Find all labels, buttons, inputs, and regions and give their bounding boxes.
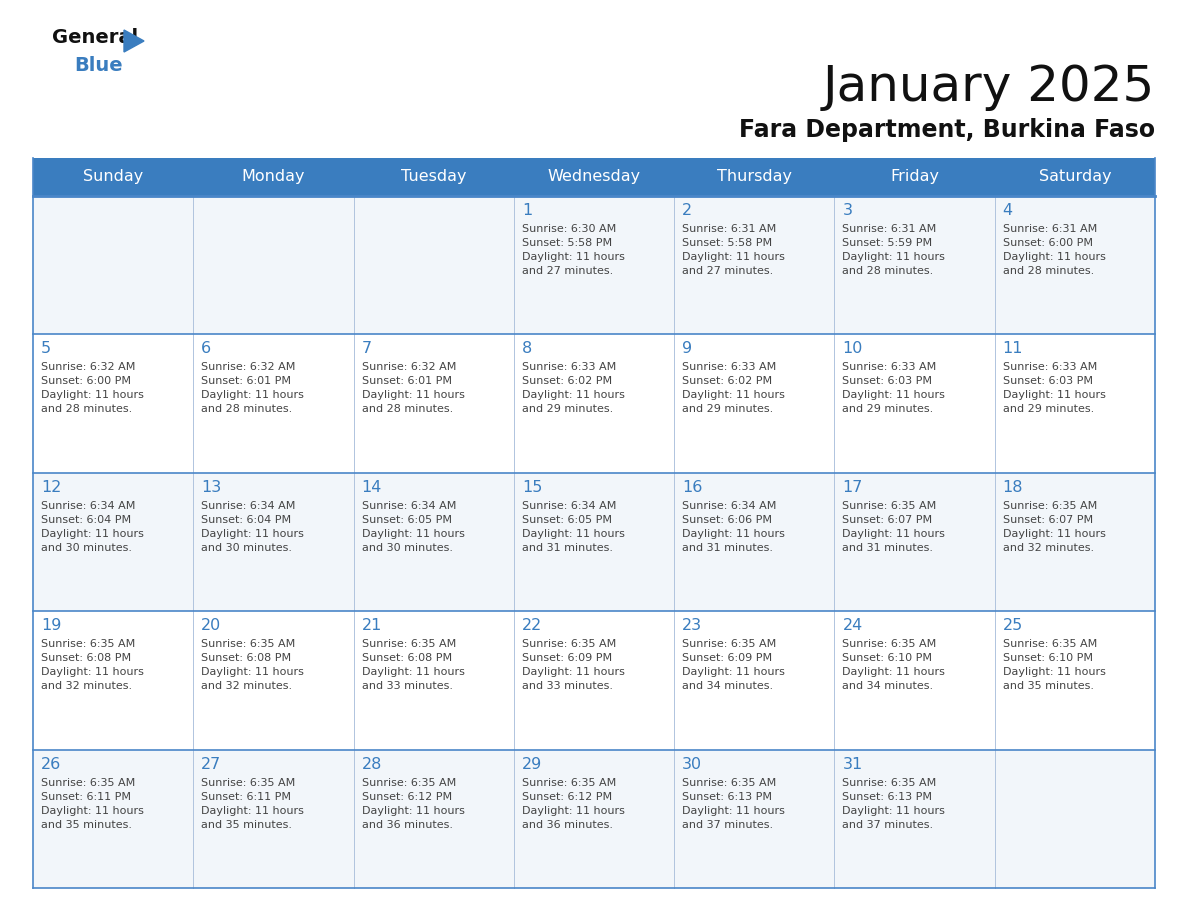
Text: Sunrise: 6:35 AM
Sunset: 6:12 PM
Daylight: 11 hours
and 36 minutes.: Sunrise: 6:35 AM Sunset: 6:12 PM Dayligh… bbox=[361, 778, 465, 830]
Text: Sunrise: 6:35 AM
Sunset: 6:09 PM
Daylight: 11 hours
and 34 minutes.: Sunrise: 6:35 AM Sunset: 6:09 PM Dayligh… bbox=[682, 639, 785, 691]
Text: Fara Department, Burkina Faso: Fara Department, Burkina Faso bbox=[739, 118, 1155, 142]
Text: Sunrise: 6:32 AM
Sunset: 6:01 PM
Daylight: 11 hours
and 28 minutes.: Sunrise: 6:32 AM Sunset: 6:01 PM Dayligh… bbox=[201, 363, 304, 414]
Text: Tuesday: Tuesday bbox=[402, 170, 467, 185]
Text: Sunrise: 6:31 AM
Sunset: 5:58 PM
Daylight: 11 hours
and 27 minutes.: Sunrise: 6:31 AM Sunset: 5:58 PM Dayligh… bbox=[682, 224, 785, 276]
Text: 1: 1 bbox=[522, 203, 532, 218]
Text: 16: 16 bbox=[682, 480, 702, 495]
Text: 30: 30 bbox=[682, 756, 702, 772]
Text: 15: 15 bbox=[522, 480, 542, 495]
Text: 18: 18 bbox=[1003, 480, 1023, 495]
Text: Sunrise: 6:33 AM
Sunset: 6:03 PM
Daylight: 11 hours
and 29 minutes.: Sunrise: 6:33 AM Sunset: 6:03 PM Dayligh… bbox=[1003, 363, 1106, 414]
Text: Sunrise: 6:35 AM
Sunset: 6:10 PM
Daylight: 11 hours
and 34 minutes.: Sunrise: 6:35 AM Sunset: 6:10 PM Dayligh… bbox=[842, 639, 946, 691]
Text: Sunrise: 6:35 AM
Sunset: 6:12 PM
Daylight: 11 hours
and 36 minutes.: Sunrise: 6:35 AM Sunset: 6:12 PM Dayligh… bbox=[522, 778, 625, 830]
Text: Monday: Monday bbox=[241, 170, 305, 185]
Text: Sunday: Sunday bbox=[83, 170, 144, 185]
Text: 26: 26 bbox=[42, 756, 62, 772]
Text: Sunrise: 6:34 AM
Sunset: 6:06 PM
Daylight: 11 hours
and 31 minutes.: Sunrise: 6:34 AM Sunset: 6:06 PM Dayligh… bbox=[682, 501, 785, 553]
Text: 14: 14 bbox=[361, 480, 383, 495]
Text: Friday: Friday bbox=[890, 170, 939, 185]
Text: 17: 17 bbox=[842, 480, 862, 495]
Text: Sunrise: 6:31 AM
Sunset: 6:00 PM
Daylight: 11 hours
and 28 minutes.: Sunrise: 6:31 AM Sunset: 6:00 PM Dayligh… bbox=[1003, 224, 1106, 276]
Polygon shape bbox=[124, 30, 144, 52]
Text: 11: 11 bbox=[1003, 341, 1023, 356]
Text: Sunrise: 6:34 AM
Sunset: 6:04 PM
Daylight: 11 hours
and 30 minutes.: Sunrise: 6:34 AM Sunset: 6:04 PM Dayligh… bbox=[201, 501, 304, 553]
Text: Sunrise: 6:32 AM
Sunset: 6:00 PM
Daylight: 11 hours
and 28 minutes.: Sunrise: 6:32 AM Sunset: 6:00 PM Dayligh… bbox=[42, 363, 144, 414]
Text: 25: 25 bbox=[1003, 618, 1023, 633]
Text: Sunrise: 6:35 AM
Sunset: 6:11 PM
Daylight: 11 hours
and 35 minutes.: Sunrise: 6:35 AM Sunset: 6:11 PM Dayligh… bbox=[42, 778, 144, 830]
Text: Saturday: Saturday bbox=[1038, 170, 1111, 185]
Text: 19: 19 bbox=[42, 618, 62, 633]
Text: 31: 31 bbox=[842, 756, 862, 772]
Text: 4: 4 bbox=[1003, 203, 1013, 218]
Text: 2: 2 bbox=[682, 203, 693, 218]
Text: Sunrise: 6:34 AM
Sunset: 6:05 PM
Daylight: 11 hours
and 31 minutes.: Sunrise: 6:34 AM Sunset: 6:05 PM Dayligh… bbox=[522, 501, 625, 553]
Text: Sunrise: 6:35 AM
Sunset: 6:07 PM
Daylight: 11 hours
and 32 minutes.: Sunrise: 6:35 AM Sunset: 6:07 PM Dayligh… bbox=[1003, 501, 1106, 553]
Text: January 2025: January 2025 bbox=[823, 63, 1155, 111]
Text: Sunrise: 6:35 AM
Sunset: 6:13 PM
Daylight: 11 hours
and 37 minutes.: Sunrise: 6:35 AM Sunset: 6:13 PM Dayligh… bbox=[682, 778, 785, 830]
Text: Sunrise: 6:31 AM
Sunset: 5:59 PM
Daylight: 11 hours
and 28 minutes.: Sunrise: 6:31 AM Sunset: 5:59 PM Dayligh… bbox=[842, 224, 946, 276]
Text: Sunrise: 6:35 AM
Sunset: 6:13 PM
Daylight: 11 hours
and 37 minutes.: Sunrise: 6:35 AM Sunset: 6:13 PM Dayligh… bbox=[842, 778, 946, 830]
Text: 6: 6 bbox=[201, 341, 211, 356]
Text: Sunrise: 6:35 AM
Sunset: 6:10 PM
Daylight: 11 hours
and 35 minutes.: Sunrise: 6:35 AM Sunset: 6:10 PM Dayligh… bbox=[1003, 639, 1106, 691]
Text: 27: 27 bbox=[201, 756, 221, 772]
Text: 7: 7 bbox=[361, 341, 372, 356]
Bar bbox=[33, 334, 1155, 473]
Text: Sunrise: 6:33 AM
Sunset: 6:03 PM
Daylight: 11 hours
and 29 minutes.: Sunrise: 6:33 AM Sunset: 6:03 PM Dayligh… bbox=[842, 363, 946, 414]
Bar bbox=[33, 611, 1155, 750]
Text: Sunrise: 6:30 AM
Sunset: 5:58 PM
Daylight: 11 hours
and 27 minutes.: Sunrise: 6:30 AM Sunset: 5:58 PM Dayligh… bbox=[522, 224, 625, 276]
Text: Sunrise: 6:35 AM
Sunset: 6:08 PM
Daylight: 11 hours
and 32 minutes.: Sunrise: 6:35 AM Sunset: 6:08 PM Dayligh… bbox=[201, 639, 304, 691]
Text: 13: 13 bbox=[201, 480, 221, 495]
Text: General: General bbox=[52, 28, 138, 47]
Text: Sunrise: 6:33 AM
Sunset: 6:02 PM
Daylight: 11 hours
and 29 minutes.: Sunrise: 6:33 AM Sunset: 6:02 PM Dayligh… bbox=[682, 363, 785, 414]
Text: 28: 28 bbox=[361, 756, 383, 772]
Text: 3: 3 bbox=[842, 203, 853, 218]
Text: Wednesday: Wednesday bbox=[548, 170, 640, 185]
Text: Thursday: Thursday bbox=[716, 170, 791, 185]
Text: 23: 23 bbox=[682, 618, 702, 633]
Text: 5: 5 bbox=[42, 341, 51, 356]
Text: 24: 24 bbox=[842, 618, 862, 633]
Text: 29: 29 bbox=[522, 756, 542, 772]
Bar bbox=[33, 473, 1155, 611]
Text: Blue: Blue bbox=[74, 56, 122, 75]
Text: Sunrise: 6:32 AM
Sunset: 6:01 PM
Daylight: 11 hours
and 28 minutes.: Sunrise: 6:32 AM Sunset: 6:01 PM Dayligh… bbox=[361, 363, 465, 414]
Text: 22: 22 bbox=[522, 618, 542, 633]
Text: Sunrise: 6:35 AM
Sunset: 6:11 PM
Daylight: 11 hours
and 35 minutes.: Sunrise: 6:35 AM Sunset: 6:11 PM Dayligh… bbox=[201, 778, 304, 830]
Text: Sunrise: 6:35 AM
Sunset: 6:09 PM
Daylight: 11 hours
and 33 minutes.: Sunrise: 6:35 AM Sunset: 6:09 PM Dayligh… bbox=[522, 639, 625, 691]
Text: 10: 10 bbox=[842, 341, 862, 356]
Text: 20: 20 bbox=[201, 618, 221, 633]
Text: Sunrise: 6:35 AM
Sunset: 6:07 PM
Daylight: 11 hours
and 31 minutes.: Sunrise: 6:35 AM Sunset: 6:07 PM Dayligh… bbox=[842, 501, 946, 553]
Text: Sunrise: 6:35 AM
Sunset: 6:08 PM
Daylight: 11 hours
and 32 minutes.: Sunrise: 6:35 AM Sunset: 6:08 PM Dayligh… bbox=[42, 639, 144, 691]
Text: Sunrise: 6:34 AM
Sunset: 6:04 PM
Daylight: 11 hours
and 30 minutes.: Sunrise: 6:34 AM Sunset: 6:04 PM Dayligh… bbox=[42, 501, 144, 553]
Text: Sunrise: 6:35 AM
Sunset: 6:08 PM
Daylight: 11 hours
and 33 minutes.: Sunrise: 6:35 AM Sunset: 6:08 PM Dayligh… bbox=[361, 639, 465, 691]
Text: Sunrise: 6:34 AM
Sunset: 6:05 PM
Daylight: 11 hours
and 30 minutes.: Sunrise: 6:34 AM Sunset: 6:05 PM Dayligh… bbox=[361, 501, 465, 553]
Text: 8: 8 bbox=[522, 341, 532, 356]
Text: 21: 21 bbox=[361, 618, 383, 633]
Bar bbox=[33, 158, 1155, 196]
Bar bbox=[33, 750, 1155, 888]
Text: Sunrise: 6:33 AM
Sunset: 6:02 PM
Daylight: 11 hours
and 29 minutes.: Sunrise: 6:33 AM Sunset: 6:02 PM Dayligh… bbox=[522, 363, 625, 414]
Bar bbox=[33, 196, 1155, 334]
Text: 12: 12 bbox=[42, 480, 62, 495]
Text: 9: 9 bbox=[682, 341, 693, 356]
